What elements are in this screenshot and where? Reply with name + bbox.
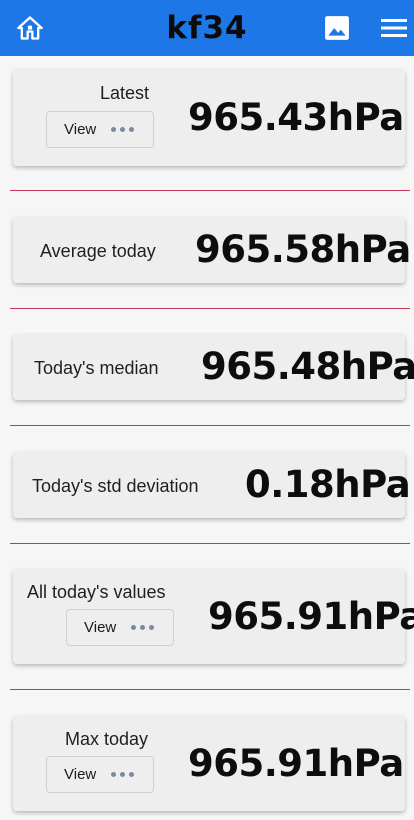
latest-value: 965.43hPa — [188, 96, 404, 139]
home-icon — [17, 16, 43, 40]
max-label: Max today — [65, 729, 149, 749]
view-button-label: View — [64, 766, 97, 783]
all-values-card: All today's values View 965.91hPa — [13, 569, 414, 664]
latest-label: Latest — [100, 83, 150, 103]
all-values-view-button[interactable]: View — [66, 609, 174, 646]
divider — [10, 308, 410, 309]
more-dots-icon — [131, 625, 155, 630]
more-dots-icon — [111, 772, 135, 777]
max-card: Max today View 965.91hPa — [13, 716, 405, 811]
stddev-label: Today's std deviation — [32, 476, 199, 496]
latest-card: Latest View 965.43hPa — [13, 69, 405, 166]
menu-icon — [381, 19, 407, 37]
all-values-value: 965.91hPa — [208, 595, 414, 638]
average-value: 965.58hPa — [195, 228, 411, 271]
app-bar: kf34 — [0, 0, 414, 56]
image-button[interactable] — [315, 0, 359, 56]
home-button[interactable] — [8, 0, 52, 56]
app-title: kf34 — [166, 10, 248, 46]
all-values-label: All today's values — [27, 582, 166, 602]
divider — [10, 689, 410, 690]
max-value: 965.91hPa — [188, 742, 404, 785]
average-card: Average today 965.58hPa — [13, 217, 411, 283]
median-value: 965.48hPa — [201, 345, 414, 388]
max-view-button[interactable]: View — [46, 756, 154, 793]
median-card: Today's median 965.48hPa — [13, 334, 414, 400]
menu-button[interactable] — [372, 0, 414, 56]
view-button-label: View — [84, 619, 117, 636]
divider — [10, 543, 410, 544]
divider — [10, 190, 410, 191]
view-button-label: View — [64, 121, 97, 138]
image-icon — [325, 16, 349, 40]
more-dots-icon — [111, 127, 135, 132]
stats-list[interactable]: Latest View 965.43hPa Average today 965.… — [0, 56, 414, 820]
median-label: Today's median — [34, 358, 159, 378]
stddev-card: Today's std deviation 0.18hPa — [13, 452, 411, 518]
latest-view-button[interactable]: View — [46, 111, 154, 148]
divider — [10, 425, 410, 426]
average-label: Average today — [40, 241, 156, 261]
stddev-value: 0.18hPa — [245, 463, 411, 506]
